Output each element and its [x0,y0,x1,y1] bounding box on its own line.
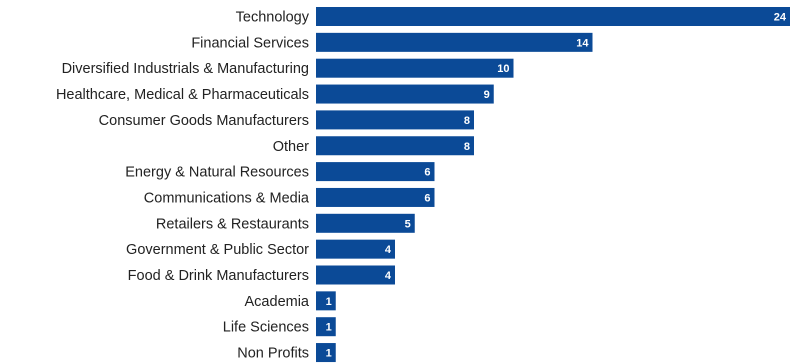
value-label: 14 [576,37,589,49]
value-label: 4 [385,244,392,256]
category-label: Life Sciences [223,320,309,336]
category-label: Non Profits [237,346,309,362]
bar-row: Government & Public Sector 4 [126,239,395,259]
category-label: Energy & Natural Resources [125,165,309,181]
value-label: 1 [326,296,332,308]
value-label: 4 [385,270,392,282]
bar [316,136,474,156]
bar [316,291,336,311]
category-label: Academia [245,294,310,310]
value-label: 1 [326,322,332,334]
bar [316,58,514,78]
value-label: 10 [497,63,509,75]
value-label: 5 [405,218,411,230]
category-label: Other [273,139,309,155]
bar [316,343,336,363]
bar-row: Food & Drink Manufacturers 4 [128,265,395,285]
bar-row: Communications & Media 6 [144,187,435,207]
bar-row: Financial Services 14 [191,32,593,52]
bar [316,84,494,104]
category-label: Government & Public Sector [126,242,309,258]
value-label: 24 [774,12,787,24]
bar [316,110,474,130]
bar [316,239,395,259]
bar [316,187,435,207]
bar-row: Retailers & Restaurants 5 [156,213,415,233]
category-label: Technology [236,10,310,26]
category-label: Diversified Industrials & Manufacturing [62,61,309,77]
bar-row: Non Profits 1 [237,343,336,363]
bar [316,265,395,285]
value-label: 8 [464,115,470,127]
category-label: Financial Services [191,35,309,51]
bar [316,213,415,233]
bar [316,317,336,337]
value-label: 6 [424,167,430,179]
category-label: Food & Drink Manufacturers [128,268,309,284]
category-label: Healthcare, Medical & Pharmaceuticals [56,87,309,103]
bar-row: Consumer Goods Manufacturers 8 [99,110,474,130]
value-label: 8 [464,141,470,153]
bar [316,7,790,26]
bar-row: Academia 1 [245,291,336,311]
bar [316,32,593,52]
bar [316,162,435,182]
bar-row: Life Sciences 1 [223,317,336,337]
bar-row: Healthcare, Medical & Pharmaceuticals 9 [56,84,494,104]
bar-row: Other 8 [273,136,474,156]
value-label: 6 [424,192,430,204]
category-label: Communications & Media [144,190,310,206]
category-label: Retailers & Restaurants [156,216,309,232]
bar-row: Technology 24 [236,7,790,26]
category-label: Consumer Goods Manufacturers [99,113,309,129]
bar-row: Energy & Natural Resources 6 [125,162,435,182]
value-label: 9 [484,89,490,101]
value-label: 1 [326,348,332,360]
bar-row: Diversified Industrials & Manufacturing 1… [62,58,514,78]
